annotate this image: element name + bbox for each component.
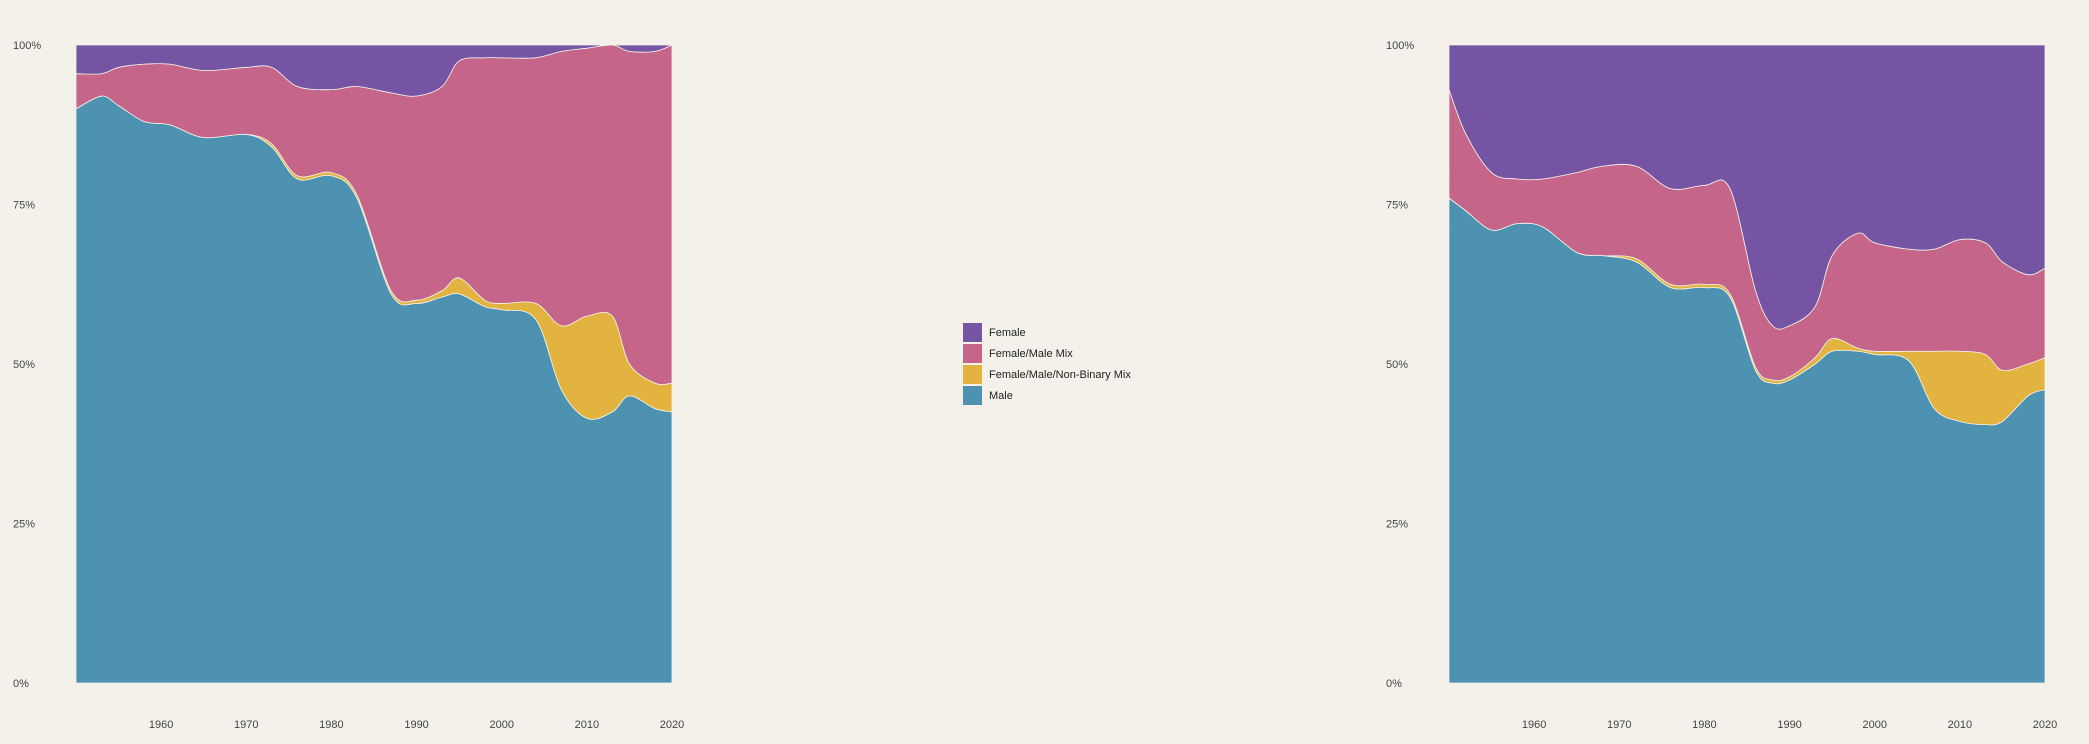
legend: Female Female/Male Mix Female/Male/Non-B… [963,322,1131,406]
x-tick-label: 1980 [1692,719,1716,731]
y-tick-label: 0% [1386,678,1402,690]
x-tick-label: 1970 [234,719,258,731]
x-tick-label: 1960 [149,719,173,731]
legend-item-female: Female [963,322,1131,343]
x-tick-label: 1990 [404,719,428,731]
x-tick-label: 1970 [1607,719,1631,731]
x-tick-label: 2000 [1862,719,1886,731]
x-tick-label: 2000 [489,719,513,731]
y-tick-label: 25% [1386,519,1408,531]
legend-swatch-female-male-mix [963,344,982,363]
y-tick-label: 50% [13,359,35,371]
y-tick-label: 75% [13,200,35,212]
legend-item-female-male-mix: Female/Male Mix [963,343,1131,364]
x-tick-label: 2010 [1948,719,1972,731]
y-tick-label: 100% [1386,40,1414,52]
x-tick-label: 2020 [660,719,684,731]
y-tick-label: 25% [13,519,35,531]
legend-label-female: Female [989,326,1026,339]
legend-label-male: Male [989,389,1013,402]
x-tick-label: 1990 [1777,719,1801,731]
y-tick-label: 0% [13,678,29,690]
legend-swatch-female-male-non-binary-mix [963,365,982,384]
y-tick-label: 75% [1386,200,1408,212]
y-tick-label: 100% [13,40,41,52]
right-stacked-area-chart: 0% 25% 50% 75% 100% 1960 1970 1980 1990 2000 2010 2… [1386,40,2057,731]
legend-swatch-male [963,386,982,405]
legend-label-female-male-non-binary-mix: Female/Male/Non-Binary Mix [989,368,1131,381]
y-tick-label: 50% [1386,359,1408,371]
area-female [1448,44,2046,330]
area-female [75,44,673,97]
legend-swatch-female [963,323,982,342]
x-tick-label: 2010 [575,719,599,731]
x-tick-label: 1960 [1522,719,1546,731]
legend-item-male: Male [963,385,1131,406]
legend-item-female-male-non-binary-mix: Female/Male/Non-Binary Mix [963,364,1131,385]
x-tick-label: 1980 [319,719,343,731]
left-stacked-area-chart: 0% 25% 50% 75% 100% 1960 1970 1980 1990 2000 2010 2… [13,40,684,731]
legend-label-female-male-mix: Female/Male Mix [989,347,1073,360]
x-tick-label: 2020 [2033,719,2057,731]
